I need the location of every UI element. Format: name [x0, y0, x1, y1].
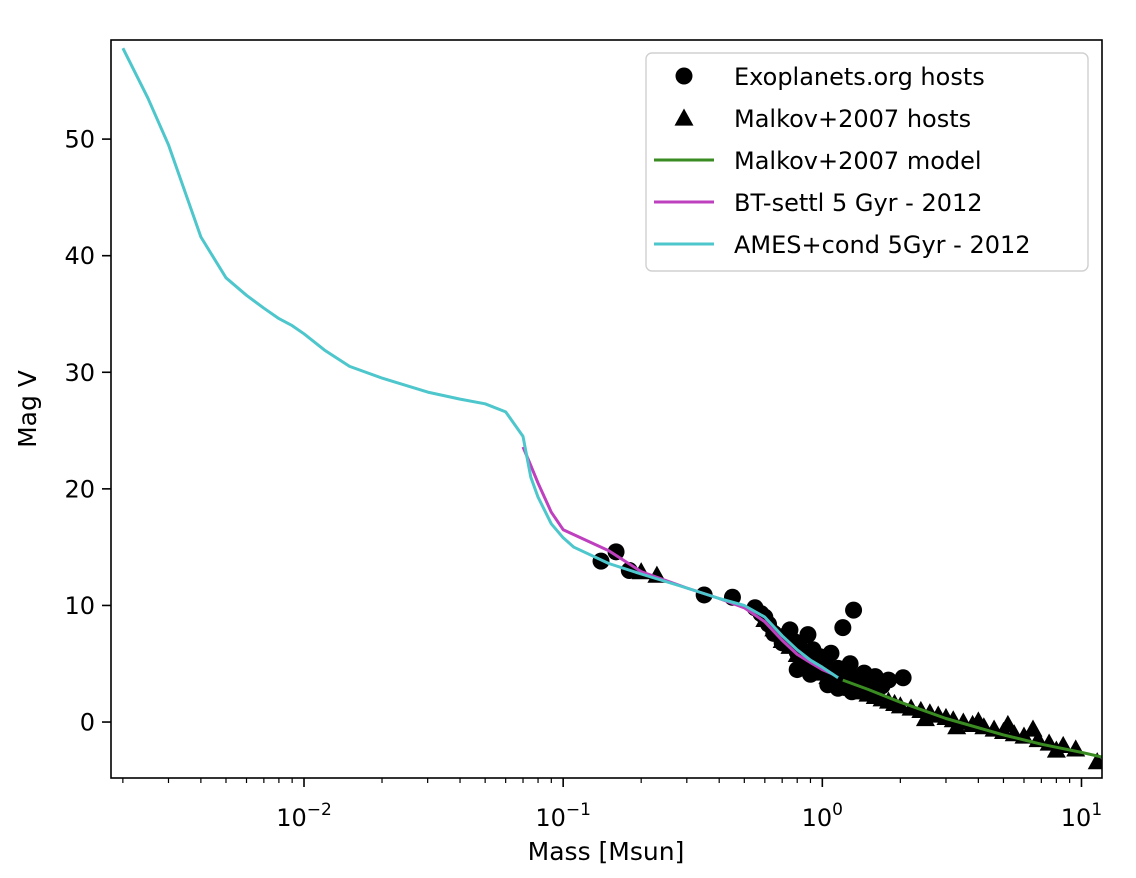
- y-tick-label: 0: [80, 709, 95, 737]
- malkov-2007-hosts-point: [947, 717, 967, 735]
- x-tick-exponent: 1: [1091, 800, 1102, 820]
- exoplanets-org-hosts-point: [834, 619, 852, 637]
- malkov-2007-hosts-point: [1023, 719, 1043, 737]
- legend-label-bt-settl-5-gyr-2012: BT-settl 5 Gyr - 2012: [734, 189, 983, 217]
- x-axis-ticks: 10−2 10−1 100 101: [122, 778, 1102, 832]
- x-tick-exponent: −1: [566, 800, 591, 820]
- ames-cond-5gyr-2012-line: [121, 47, 839, 679]
- malkov-2007-hosts-point: [890, 696, 910, 714]
- legend-label-ames-cond-5gyr-2012: AMES+cond 5Gyr - 2012: [734, 231, 1031, 259]
- series-layer: [121, 47, 1102, 770]
- exoplanets-org-hosts-point: [607, 543, 625, 561]
- x-tick-base: 10: [276, 804, 307, 832]
- legend-label-malkov-2007-hosts: Malkov+2007 hosts: [734, 105, 971, 133]
- x-tick-label: 100: [802, 800, 843, 832]
- x-tick-label: 10−2: [276, 800, 332, 832]
- y-axis-label: Mag V: [13, 370, 42, 448]
- legend-label-exoplanets-org-hosts: Exoplanets.org hosts: [734, 63, 985, 91]
- exoplanets-org-hosts-point: [894, 669, 912, 687]
- malkov-2007-hosts-point: [968, 711, 988, 729]
- legend-marker-malkov-2007-hosts: [674, 108, 694, 126]
- x-tick-exponent: 0: [832, 800, 843, 820]
- y-axis-ticks: 0 10 20 30 40 50: [64, 126, 111, 737]
- malkov-2007-hosts-point: [998, 714, 1018, 732]
- x-tick-label: 101: [1061, 800, 1102, 832]
- legend: Exoplanets.org hosts Malkov+2007 hosts Mal…: [645, 52, 1089, 272]
- exoplanets-org-hosts-point: [879, 671, 897, 689]
- legend-frame: [645, 52, 1089, 272]
- exoplanets-org-hosts-point: [822, 644, 840, 662]
- x-axis-label: Mass [Msun]: [528, 837, 685, 866]
- x-tick-label: 10−1: [535, 800, 591, 832]
- x-tick-exponent: −2: [307, 800, 332, 820]
- x-tick-base: 10: [1061, 804, 1092, 832]
- exoplanets-org-hosts-point: [799, 626, 817, 644]
- malkov-2007-hosts-point: [823, 670, 843, 688]
- exoplanets-org-hosts-point: [841, 655, 859, 673]
- x-tick-base: 10: [802, 804, 833, 832]
- malkov-2007-hosts-point: [915, 709, 935, 727]
- malkov-2007-hosts-point: [1046, 740, 1066, 758]
- y-tick-label: 40: [64, 242, 95, 270]
- y-tick-label: 20: [64, 475, 95, 503]
- malkov-2007-model-line: [842, 678, 1102, 759]
- y-tick-label: 30: [64, 359, 95, 387]
- plot-frame: [110, 39, 1103, 779]
- y-tick-label: 50: [64, 126, 95, 154]
- x-tick-base: 10: [535, 804, 566, 832]
- y-tick-label: 10: [64, 592, 95, 620]
- exoplanets-org-hosts-point: [845, 601, 863, 619]
- legend-marker-exoplanets-org-hosts: [675, 67, 693, 85]
- legend-label-malkov-2007-model: Malkov+2007 model: [734, 147, 982, 175]
